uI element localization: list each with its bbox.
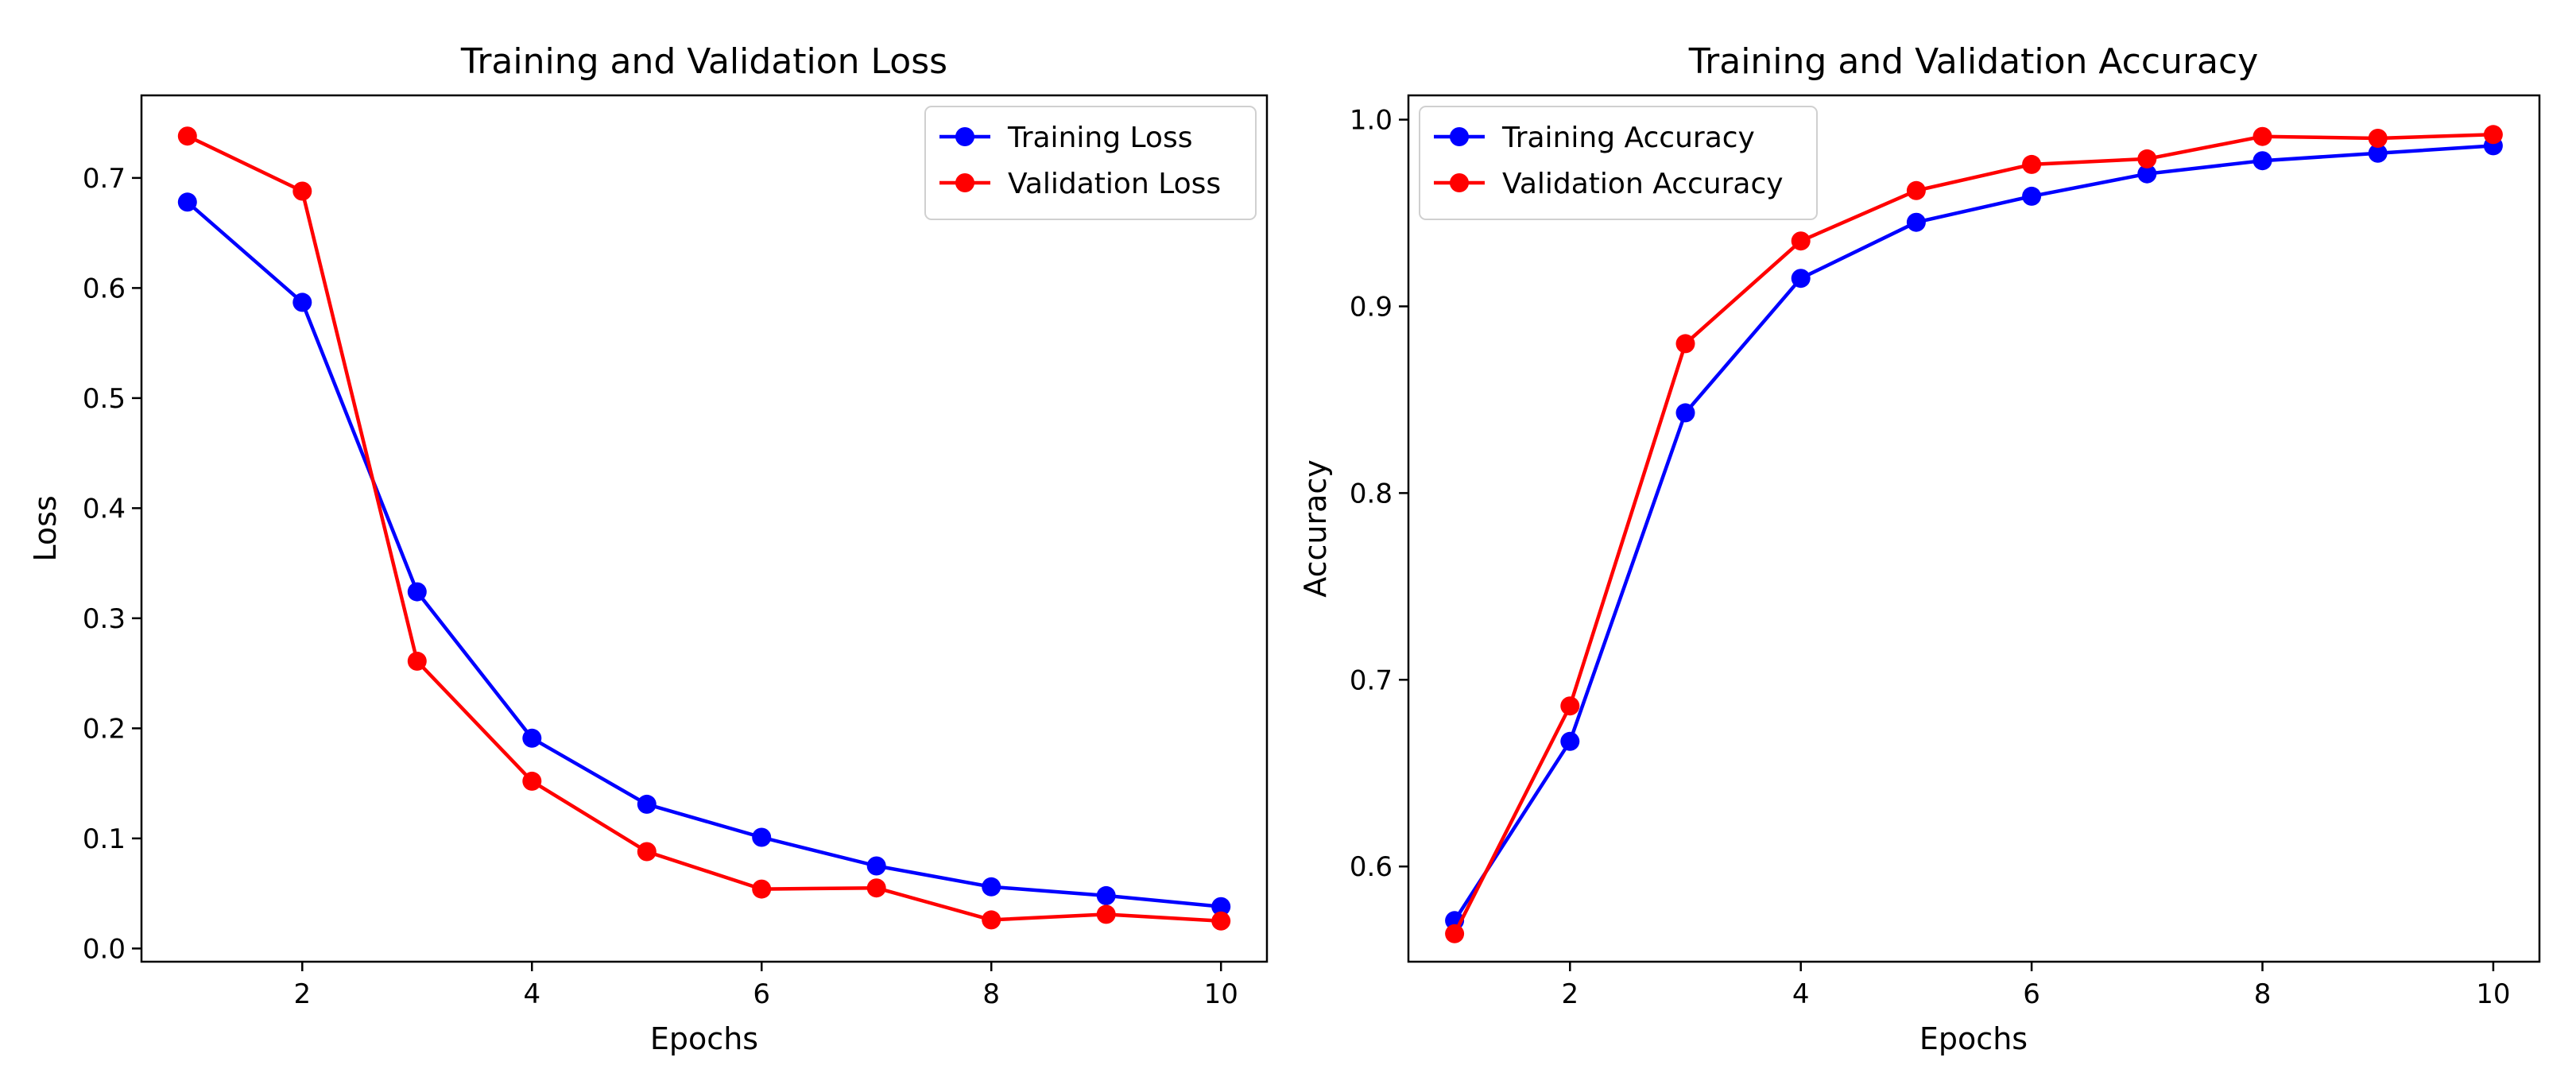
data-point bbox=[1096, 904, 1116, 924]
x-axis-label: Epochs bbox=[1919, 1021, 2028, 1056]
y-tick-label: 0.7 bbox=[1350, 664, 1393, 696]
data-point bbox=[2368, 143, 2388, 163]
data-point bbox=[2137, 149, 2157, 168]
legend-entry: Training Loss bbox=[939, 122, 1192, 154]
chart-title: Training and Validation Accuracy bbox=[1688, 41, 2259, 82]
data-point bbox=[1791, 269, 1811, 289]
y-tick-label: 0.0 bbox=[83, 933, 126, 965]
y-tick-label: 0.9 bbox=[1350, 291, 1393, 323]
plot-frame bbox=[1407, 94, 2541, 963]
data-point bbox=[2483, 125, 2503, 145]
data-point bbox=[2368, 129, 2388, 148]
legend-swatch-marker bbox=[955, 127, 974, 146]
x-tick-label: 8 bbox=[982, 978, 1000, 1010]
data-point bbox=[752, 827, 772, 847]
data-point bbox=[292, 292, 312, 312]
series-line bbox=[1452, 133, 2496, 936]
y-tick-label: 0.5 bbox=[83, 383, 126, 415]
x-tick-label: 10 bbox=[1204, 978, 1238, 1010]
data-point bbox=[292, 181, 312, 201]
legend-label: Training Loss bbox=[1007, 122, 1192, 154]
legend-label: Validation Accuracy bbox=[1502, 168, 1784, 200]
chart-title: Training and Validation Loss bbox=[460, 41, 947, 82]
data-point bbox=[866, 856, 886, 876]
data-point bbox=[1560, 731, 1580, 751]
data-point bbox=[407, 582, 427, 602]
data-point bbox=[982, 877, 1001, 897]
y-tick-label: 0.3 bbox=[83, 603, 126, 635]
x-tick-label: 4 bbox=[523, 978, 540, 1010]
x-tick-label: 2 bbox=[293, 978, 311, 1010]
data-point bbox=[177, 126, 197, 146]
x-tick-label: 10 bbox=[2476, 978, 2510, 1010]
data-point bbox=[1906, 180, 1926, 200]
data-point bbox=[1211, 897, 1231, 916]
x-tick-label: 4 bbox=[1792, 978, 1810, 1010]
series-line bbox=[185, 200, 1223, 908]
x-tick-label: 6 bbox=[753, 978, 770, 1010]
y-tick-label: 0.8 bbox=[1350, 478, 1393, 509]
y-tick-label: 0.7 bbox=[83, 163, 126, 195]
data-point bbox=[1211, 911, 1231, 931]
series-1 bbox=[1445, 125, 2503, 943]
legend-entry: Validation Loss bbox=[939, 168, 1221, 200]
legend-box bbox=[924, 106, 1257, 220]
legend: Training Accuracy Validation Accuracy bbox=[1419, 106, 1818, 220]
legend: Training Loss Validation Loss bbox=[924, 106, 1257, 220]
data-point bbox=[1675, 403, 1695, 423]
series-0 bbox=[177, 192, 1231, 916]
x-tick-label: 2 bbox=[1561, 978, 1579, 1010]
data-point bbox=[522, 771, 542, 791]
data-point bbox=[1560, 696, 1580, 716]
data-point bbox=[522, 728, 542, 748]
data-point bbox=[2137, 164, 2157, 184]
legend-entry: Training Accuracy bbox=[1434, 122, 1755, 154]
y-axis-label: Accuracy bbox=[1298, 459, 1333, 598]
data-point bbox=[1791, 231, 1811, 251]
data-point bbox=[1906, 212, 1926, 232]
y-tick-label: 1.0 bbox=[1350, 105, 1393, 137]
y-tick-label: 0.1 bbox=[83, 823, 126, 855]
series-line bbox=[1452, 144, 2496, 923]
series-1 bbox=[177, 126, 1231, 931]
x-axis-label: Epochs bbox=[650, 1021, 758, 1056]
data-point bbox=[982, 910, 1001, 930]
y-tick-label: 0.4 bbox=[83, 493, 126, 525]
data-point bbox=[2022, 186, 2042, 206]
legend-swatch-marker bbox=[1450, 173, 1469, 192]
plot-frame bbox=[140, 94, 1269, 963]
y-tick-label: 0.2 bbox=[83, 713, 126, 745]
legend-swatch-marker bbox=[1450, 127, 1469, 146]
legend-label: Validation Loss bbox=[1008, 168, 1221, 200]
data-point bbox=[752, 879, 772, 899]
data-point bbox=[866, 878, 886, 898]
y-axis-label: Loss bbox=[28, 495, 63, 561]
x-tick-label: 6 bbox=[2023, 978, 2040, 1010]
x-tick-label: 8 bbox=[2254, 978, 2272, 1010]
data-point bbox=[2253, 151, 2272, 171]
data-point bbox=[407, 651, 427, 671]
data-point bbox=[637, 794, 657, 814]
data-point bbox=[1445, 924, 1465, 943]
data-point bbox=[637, 842, 657, 862]
series-0 bbox=[1445, 136, 2503, 931]
legend-box bbox=[1419, 106, 1818, 220]
legend-entry: Validation Accuracy bbox=[1434, 168, 1784, 200]
loss-chart-panel: Training and Validation Loss Epochs Loss… bbox=[28, 41, 1269, 1056]
data-point bbox=[1675, 334, 1695, 354]
data-point bbox=[2022, 154, 2042, 174]
series-line bbox=[185, 134, 1223, 924]
legend-swatch-marker bbox=[955, 173, 974, 192]
data-point bbox=[2253, 126, 2272, 146]
data-point bbox=[1096, 885, 1116, 905]
y-tick-label: 0.6 bbox=[83, 273, 126, 304]
data-point bbox=[177, 192, 197, 212]
legend-label: Training Accuracy bbox=[1501, 122, 1755, 154]
accuracy-chart-panel: Training and Validation Accuracy Epochs … bbox=[1298, 41, 2541, 1056]
y-tick-label: 0.6 bbox=[1350, 851, 1393, 883]
